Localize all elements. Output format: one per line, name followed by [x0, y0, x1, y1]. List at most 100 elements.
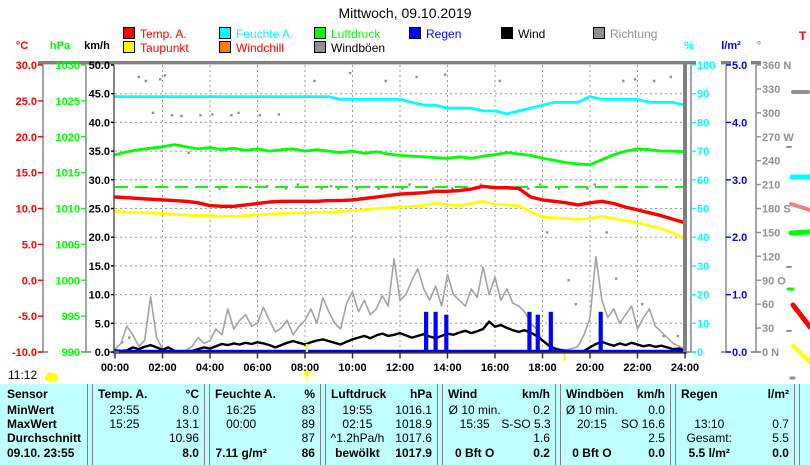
table-cell-info: 00:00: [226, 417, 257, 431]
table-header-title: Wind: [448, 387, 478, 401]
time-tick-label: 10:00: [338, 362, 366, 374]
weather-chart: 30.025.020.015.010.05.00.0-5.0-10.0°C103…: [12, 29, 810, 381]
axis-tick-label-kmh: 45.0: [89, 89, 110, 101]
next-panel-fragment: [791, 344, 810, 364]
axis-unit-hPa: hPa: [50, 40, 71, 52]
table-cell-info: 0 Bft O: [455, 446, 495, 460]
legend-item-richtung: Richtung: [593, 27, 657, 40]
axis-tick-label-pct: 30: [697, 261, 709, 273]
wind-direction-dot: [367, 185, 371, 189]
legend-item-regen: Regen: [409, 27, 461, 40]
legend-label: Luftdruck: [331, 27, 381, 41]
axis-tick-label-lm2: 1.0: [732, 290, 747, 302]
table-header-title: Luftdruck: [331, 387, 387, 401]
table-column-separator: [320, 384, 326, 465]
axis-tick-label-hPa: 1010: [56, 204, 80, 216]
table-cell-value: 0.7: [772, 417, 789, 431]
legend-swatch: [501, 27, 513, 39]
table-header-unit: l/m²: [767, 387, 789, 401]
table-cell-value: 1017.6: [395, 431, 432, 445]
plot-right-border: [683, 64, 687, 352]
rain-bar: [535, 314, 540, 352]
table-cell-info: 02:15: [342, 417, 373, 431]
axis-tick-label-lm2: 5.0: [732, 60, 747, 72]
series-wind: [113, 320, 687, 353]
axis-tick-label-kmh: 30.0: [89, 175, 110, 187]
clock-time: 11:12: [8, 368, 38, 382]
axis-tick-label-deg: 180 S: [762, 204, 791, 216]
time-tick-label: 24:00: [671, 362, 699, 374]
wind-direction-dot: [451, 187, 454, 190]
table-cell-info: bewölkt: [335, 446, 380, 460]
table-cell-value: 1017.9: [395, 446, 432, 460]
axis-tick-label-deg: 240: [762, 156, 780, 168]
time-tick-label: 06:00: [243, 362, 271, 374]
axis-tick-label-hPa: 1020: [56, 132, 80, 144]
axis-tick-label-lm2: 4.0: [732, 117, 747, 129]
wind-direction-dot: [120, 341, 124, 344]
wind-direction-dot: [237, 111, 240, 115]
axis-tick-label-kmh: 50.0: [89, 60, 110, 72]
table-cell-info: ^1.2hPa/h: [330, 431, 385, 445]
table-header-unit: °C: [185, 387, 199, 401]
table-cell-value: 0.0: [648, 403, 665, 417]
axis-top-cap: [721, 61, 731, 65]
table-column-separator: [87, 384, 93, 465]
axis-tick-label-pct: 80: [697, 117, 709, 129]
axis-tick-label-pct: 20: [697, 290, 709, 302]
axis-tick-label-pct: 40: [697, 232, 709, 244]
rain-baseline: [115, 349, 685, 352]
wind-direction-dot: [662, 334, 665, 338]
table-column-separator: [670, 384, 676, 465]
table-header-unit: hPa: [409, 387, 432, 401]
table-column-separator: [794, 384, 800, 465]
axis-tick-label-degC: -10.0: [12, 347, 37, 359]
time-tick-label: 04:00: [196, 362, 224, 374]
wind-direction-dot: [462, 185, 466, 189]
table-cell-value: 1018.9: [395, 417, 432, 431]
axis-unit-kmh: km/h: [84, 40, 110, 52]
wind-direction-dot: [313, 79, 316, 83]
wind-direction-dot: [557, 187, 561, 190]
table-cell-info: 20:15: [576, 417, 607, 431]
table-row-label: MaxWert: [7, 417, 57, 431]
axis-tick-label-degC: 5.0: [22, 239, 37, 251]
axis-tick-label-deg: 330: [762, 84, 780, 96]
wind-direction-dot: [593, 183, 596, 186]
axis-tick-label-kmh: 5.0: [95, 318, 110, 330]
time-tick-label: 08:00: [291, 362, 319, 374]
wind-direction-dot: [163, 74, 167, 77]
wind-direction-dot: [401, 187, 404, 190]
axis-tick-label-deg: 30: [762, 323, 774, 335]
wind-direction-dot: [377, 187, 380, 190]
axis-tick-label-degC: 0.0: [22, 275, 37, 287]
wind-direction-dot: [605, 231, 608, 234]
series-taupunkt: [113, 199, 687, 241]
wind-direction-dot: [348, 71, 352, 75]
axis-tick-label-kmh: 15.0: [89, 261, 110, 273]
table-cell-value: 1016.1: [395, 403, 432, 417]
wind-direction-dot: [652, 79, 656, 83]
next-panel-title-fragment: T: [799, 29, 807, 43]
legend-label: Windchill: [236, 41, 285, 55]
wind-direction-dot: [187, 151, 190, 154]
rain-bar: [444, 314, 449, 352]
axis-tick-label-hPa: 1000: [56, 275, 80, 287]
axis-tick-label-degC: 30.0: [16, 60, 37, 72]
wind-direction-dot: [158, 78, 162, 81]
axis-tick-label-degC: 15.0: [16, 168, 37, 180]
table-row-label: MinWert: [7, 403, 55, 417]
table-column-separator: [437, 384, 443, 465]
wind-direction-dot: [249, 186, 252, 189]
axis-tick-label-deg: 270 W: [762, 132, 794, 144]
series-luftdruck: [113, 143, 687, 167]
axis-unit-deg: °: [757, 40, 761, 52]
next-panel-fragment: [790, 302, 810, 330]
time-tick-label: 00:00: [101, 362, 129, 374]
time-tick-label: 18:00: [528, 362, 556, 374]
axis-tick-label-deg: 60: [762, 299, 774, 311]
table-cell-info: 23:55: [109, 403, 140, 417]
legend-label: Windböen: [331, 41, 386, 55]
table-cell-value: 87: [301, 431, 315, 445]
